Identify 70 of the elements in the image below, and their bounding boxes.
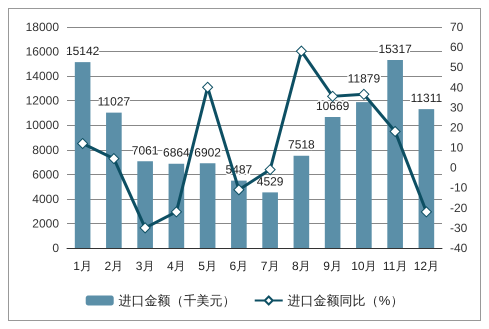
data-label: 7518 <box>288 138 316 152</box>
point <box>170 206 182 218</box>
y-tick-label: 8000 <box>32 142 60 157</box>
data-label: 15317 <box>378 42 412 56</box>
legend-label: 进口金额（千美元） <box>118 293 236 308</box>
y2-tick-label: 0 <box>450 160 457 175</box>
y2-tick-label: -40 <box>450 241 468 255</box>
y-tick-label: 0 <box>52 241 60 255</box>
y2-tick-label: -10 <box>450 180 468 195</box>
data-label: 6902 <box>194 145 222 160</box>
y2-tick-label: -30 <box>450 220 468 235</box>
point <box>420 206 432 218</box>
data-label: 15142 <box>66 44 100 58</box>
y-tick-label: 12000 <box>26 94 60 108</box>
point <box>140 222 151 234</box>
y-tick-label: 14000 <box>26 69 60 84</box>
y2-tick-label: 40 <box>450 80 464 94</box>
y2-tick-label: 60 <box>450 40 464 54</box>
y-tick-label: 4000 <box>32 192 60 206</box>
bar <box>324 117 340 248</box>
x-tick-label: 10月 <box>351 259 377 273</box>
y2-tick-label: 20 <box>450 120 464 134</box>
y2-tick-label: 50 <box>450 60 464 74</box>
data-label: 11311 <box>410 91 442 106</box>
data-label: 7061 <box>132 143 159 158</box>
bar <box>137 161 153 248</box>
data-label: 10669 <box>316 99 350 114</box>
y2-tick-label: 30 <box>450 100 464 114</box>
x-tick-label: 8月 <box>292 259 311 273</box>
y2-tick-label: 10 <box>450 140 464 155</box>
x-tick-label: 2月 <box>104 259 124 273</box>
x-tick-label: 5月 <box>198 259 217 273</box>
bar <box>200 163 216 248</box>
bar <box>294 156 310 248</box>
bar <box>356 102 372 248</box>
bar <box>262 192 278 248</box>
y-tick-label: 18000 <box>26 20 60 34</box>
point <box>108 153 120 164</box>
bar <box>387 60 403 248</box>
x-tick-label: 1月 <box>73 259 92 273</box>
data-label: 11879 <box>348 71 380 86</box>
bar <box>74 62 90 248</box>
y-tick-label: 6000 <box>32 167 60 182</box>
legend-label: 进口金额同比（%） <box>288 293 404 308</box>
y-tick-label: 10000 <box>26 118 60 132</box>
data-label: 11027 <box>98 94 130 109</box>
data-label: 6864 <box>163 146 190 160</box>
x-tick-label: 6月 <box>230 259 248 273</box>
x-tick-label: 11月 <box>382 259 408 273</box>
data-label: 4529 <box>256 174 284 188</box>
point <box>358 88 370 100</box>
point <box>296 46 307 57</box>
point <box>390 126 401 137</box>
point <box>264 164 276 176</box>
y2-tick-label: 70 <box>450 20 464 34</box>
point <box>202 82 214 93</box>
bar <box>106 112 122 248</box>
x-tick-label: 9月 <box>323 259 342 273</box>
y-tick-label: 2000 <box>32 216 60 230</box>
x-tick-label: 7月 <box>260 259 280 273</box>
y-tick-label: 16000 <box>26 44 60 59</box>
x-tick-label: 4月 <box>167 259 186 273</box>
y2-tick-label: -20 <box>450 200 468 215</box>
bar <box>231 180 247 248</box>
point <box>233 184 244 196</box>
x-tick-label: 3月 <box>136 259 154 273</box>
point <box>327 90 338 102</box>
bar <box>418 109 434 248</box>
point <box>77 138 88 150</box>
x-tick-label: 12月 <box>414 259 440 273</box>
